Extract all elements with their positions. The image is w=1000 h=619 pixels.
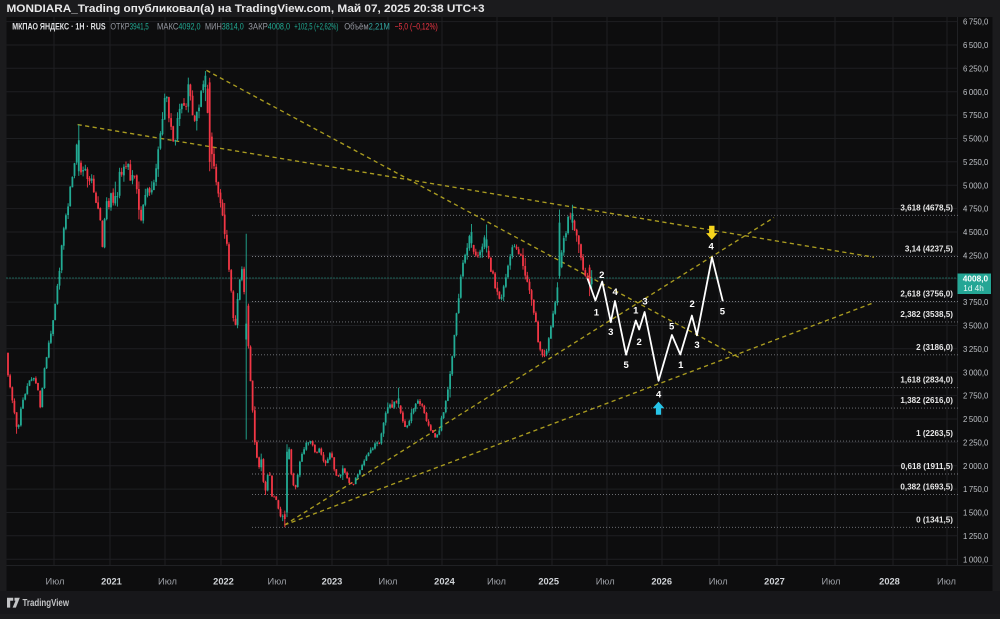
svg-text:2,21M: 2,21M <box>369 22 390 32</box>
svg-text:1d 4h: 1d 4h <box>963 284 984 293</box>
svg-text:1: 1 <box>678 360 684 371</box>
svg-text:5 750,0: 5 750,0 <box>963 110 988 120</box>
svg-text:2,618 (3756,0): 2,618 (3756,0) <box>900 290 953 299</box>
svg-text:0,382 (1693,5): 0,382 (1693,5) <box>900 482 953 491</box>
svg-text:2 (3186,0): 2 (3186,0) <box>916 343 953 352</box>
svg-text:6 500,0: 6 500,0 <box>963 40 988 50</box>
svg-text:6 250,0: 6 250,0 <box>963 63 988 73</box>
svg-text:1 250,0: 1 250,0 <box>963 531 988 541</box>
svg-text:TradingView: TradingView <box>23 598 70 609</box>
svg-text:Июл: Июл <box>379 576 398 586</box>
svg-text:Объём: Объём <box>344 22 368 32</box>
svg-text:Июл: Июл <box>596 576 615 586</box>
svg-text:1 000,0: 1 000,0 <box>963 554 988 564</box>
svg-text:2: 2 <box>637 337 642 348</box>
svg-text:5: 5 <box>669 321 675 332</box>
svg-text:Июл: Июл <box>709 576 728 586</box>
svg-text:2024: 2024 <box>434 576 456 586</box>
svg-text:3 000,0: 3 000,0 <box>963 367 988 377</box>
svg-text:3: 3 <box>642 297 647 308</box>
svg-text:3 500,0: 3 500,0 <box>963 321 988 331</box>
svg-text:2 000,0: 2 000,0 <box>963 461 988 471</box>
svg-text:1,382 (2616,0): 1,382 (2616,0) <box>900 396 953 405</box>
svg-text:2,382 (3538,5): 2,382 (3538,5) <box>900 310 953 319</box>
svg-text:0,618 (1911,5): 0,618 (1911,5) <box>901 462 954 471</box>
svg-text:3,618 (4678,5): 3,618 (4678,5) <box>900 203 953 212</box>
svg-text:5 250,0: 5 250,0 <box>963 157 988 167</box>
svg-text:1 (2263,5): 1 (2263,5) <box>916 429 953 438</box>
svg-text:4: 4 <box>656 389 662 400</box>
svg-text:2026: 2026 <box>651 576 672 586</box>
svg-text:4008,0: 4008,0 <box>268 22 290 32</box>
svg-text:2 500,0: 2 500,0 <box>963 414 988 424</box>
svg-text:2023: 2023 <box>322 576 343 586</box>
svg-text:4092,0: 4092,0 <box>178 22 200 32</box>
svg-text:4 750,0: 4 750,0 <box>963 204 988 214</box>
svg-text:4 250,0: 4 250,0 <box>963 250 988 260</box>
svg-text:4008,0: 4008,0 <box>963 274 988 284</box>
svg-text:2: 2 <box>690 299 695 310</box>
svg-text:2022: 2022 <box>213 576 234 586</box>
svg-text:4: 4 <box>709 242 715 253</box>
svg-text:3: 3 <box>608 327 613 338</box>
svg-text:МКПАО ЯНДЕКС · 1H · RUS: МКПАО ЯНДЕКС · 1H · RUS <box>12 22 105 32</box>
svg-text:5: 5 <box>720 306 726 317</box>
svg-text:2027: 2027 <box>764 576 785 586</box>
svg-text:Июл: Июл <box>46 576 65 586</box>
svg-text:1,618 (2834,0): 1,618 (2834,0) <box>900 376 953 385</box>
svg-text:3: 3 <box>694 340 699 351</box>
svg-text:1 500,0: 1 500,0 <box>963 508 988 518</box>
svg-text:МИН: МИН <box>205 22 222 32</box>
svg-text:2 250,0: 2 250,0 <box>963 437 988 447</box>
svg-text:4: 4 <box>613 287 619 298</box>
svg-text:5 000,0: 5 000,0 <box>963 180 988 190</box>
svg-text:−5,0 (−0,12%): −5,0 (−0,12%) <box>395 22 438 32</box>
svg-text:+102,5 (+2,62%): +102,5 (+2,62%) <box>294 22 338 32</box>
svg-text:2: 2 <box>599 270 604 281</box>
svg-text:0 (1341,5): 0 (1341,5) <box>916 515 953 524</box>
svg-text:Июл: Июл <box>158 576 177 586</box>
svg-text:2028: 2028 <box>879 576 900 586</box>
svg-text:1 750,0: 1 750,0 <box>963 484 988 494</box>
svg-text:5 500,0: 5 500,0 <box>963 134 988 144</box>
svg-text:Июл: Июл <box>822 576 841 586</box>
svg-text:2025: 2025 <box>538 576 559 586</box>
svg-text:MONDIARA_Trading опубликовал(а: MONDIARA_Trading опубликовал(а) на Tradi… <box>7 3 485 15</box>
svg-text:3,14 (4237,5): 3,14 (4237,5) <box>905 245 953 254</box>
svg-text:2 750,0: 2 750,0 <box>963 391 988 401</box>
svg-text:Июл: Июл <box>268 576 287 586</box>
svg-text:5: 5 <box>624 360 630 371</box>
svg-text:3 750,0: 3 750,0 <box>963 297 988 307</box>
svg-text:1: 1 <box>594 308 600 319</box>
svg-text:3814,0: 3814,0 <box>222 22 244 32</box>
svg-text:3 250,0: 3 250,0 <box>963 344 988 354</box>
svg-text:ОТКР: ОТКР <box>110 22 129 32</box>
svg-text:6 750,0: 6 750,0 <box>963 17 988 27</box>
svg-text:МАКС: МАКС <box>157 22 179 32</box>
svg-text:6 000,0: 6 000,0 <box>963 87 988 97</box>
svg-text:1: 1 <box>633 305 639 316</box>
svg-text:2021: 2021 <box>101 576 122 586</box>
svg-text:Июл: Июл <box>487 576 506 586</box>
svg-text:3941,5: 3941,5 <box>130 22 149 32</box>
svg-text:Июл: Июл <box>937 576 956 586</box>
svg-text:ЗАКР: ЗАКР <box>248 22 268 32</box>
svg-text:4 500,0: 4 500,0 <box>963 227 988 237</box>
